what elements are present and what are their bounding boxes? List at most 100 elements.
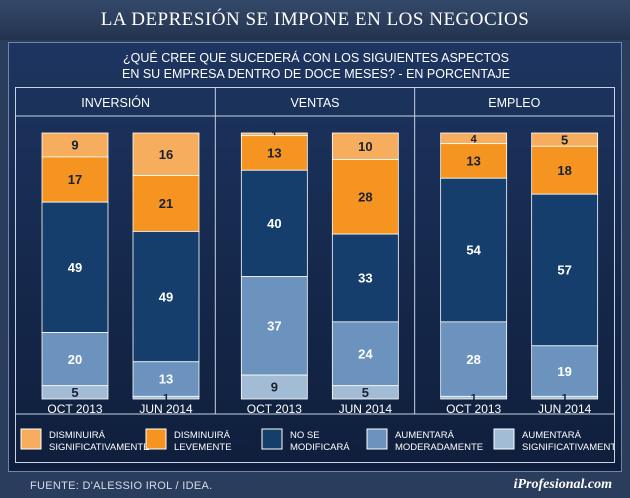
- data-label: 54: [466, 243, 481, 258]
- bar-segment-dis_lev: [240, 135, 308, 171]
- bar-segment-aum_mod: [41, 332, 109, 387]
- bar-oct-2013: 11340379OCT 2013: [240, 129, 308, 416]
- data-label: 24: [358, 346, 373, 361]
- legend-label-line-2: SIGNIFICATIVAMENTE: [49, 442, 149, 453]
- data-label: 16: [159, 147, 173, 162]
- bar-segment-aum_sig: [41, 385, 109, 400]
- category-label: OCT 2013: [47, 402, 102, 416]
- legend-label-line-1: DISMINUIRÁ: [49, 430, 106, 441]
- data-label: 20: [68, 352, 82, 367]
- brand-logo: iProfesional.com: [513, 477, 612, 492]
- legend-label-line-2: SIGNIFICATIVAMENTE: [522, 442, 614, 453]
- data-label: 1: [471, 393, 477, 405]
- data-label: 4: [471, 133, 478, 145]
- panel-title: VENTAS: [290, 96, 339, 110]
- data-label: 13: [267, 146, 281, 161]
- data-label: 40: [267, 216, 281, 231]
- bar-segment-aum_sig: [240, 374, 308, 400]
- bar-segment-aum_sig: [132, 395, 200, 400]
- page-title: LA DEPRESIÓN SE IMPONE EN LOS NEGOCIOS: [0, 0, 630, 40]
- data-label: 57: [557, 263, 571, 278]
- data-label: 1: [562, 393, 568, 405]
- data-label: 13: [159, 372, 173, 387]
- data-label: 5: [362, 385, 369, 400]
- legend-label-line-1: NO SE: [290, 430, 320, 441]
- data-label: 19: [557, 364, 571, 379]
- data-label: 49: [68, 260, 82, 275]
- category-label: JUN 2014: [538, 402, 592, 416]
- bar-jun-2014: 10 28 33 24 5 JUN 2014: [331, 132, 399, 416]
- bar-segment-aum_mod: [531, 345, 599, 397]
- bar-segment-aum_mod: [331, 321, 399, 387]
- source-note: FUENTE: D'ALESSIO IROL / IDEA.: [30, 480, 213, 492]
- bar-segment-aum_sig: [440, 395, 508, 400]
- legend-swatch: [145, 428, 167, 450]
- bar-segment-dis_lev: [331, 159, 399, 235]
- bar-segment-dis_lev: [531, 145, 599, 195]
- chart-question: ¿QUÉ CREE QUE SUCEDERÁ CON LOS SIGUIENTE…: [9, 50, 623, 82]
- bar-segment-no_mod: [331, 233, 399, 323]
- bar-segment-no_mod: [440, 177, 508, 323]
- data-label: 9: [271, 380, 278, 395]
- data-label: 18: [557, 163, 571, 178]
- category-label: JUN 2014: [139, 402, 193, 416]
- panel-title: INVERSIÓN: [81, 95, 150, 110]
- data-label: 28: [466, 352, 480, 367]
- data-label: 49: [159, 289, 173, 304]
- data-label: 9: [71, 138, 78, 153]
- panel-title: EMPLEO: [488, 96, 540, 110]
- data-label: 33: [358, 271, 372, 286]
- data-label: 17: [68, 172, 82, 187]
- bar-segment-dis_lev: [41, 156, 109, 203]
- legend-label-line-2: MODIFICARÁ: [290, 442, 350, 453]
- bar-segment-dis_lev: [440, 143, 508, 179]
- data-label: 21: [159, 196, 173, 211]
- category-label: OCT 2013: [446, 402, 501, 416]
- bar-segment-aum_mod: [240, 276, 308, 376]
- legend-swatch: [493, 428, 515, 450]
- legend-label-line-1: AUMENTARÁ: [522, 430, 582, 441]
- data-label: 1: [163, 393, 169, 405]
- chart-panel: ¿QUÉ CREE QUE SUCEDERÁ CON LOS SIGUIENTE…: [8, 42, 622, 472]
- chart-area: INVERSIÓN 9 17 49 20 5 OCT 2013 16 21 49 13 1 JUN 20…: [15, 87, 622, 463]
- legend-label-line-2: MODERADAMENTE: [395, 442, 483, 453]
- bar-segment-aum_mod: [440, 321, 508, 397]
- bar-segment-aum_sig: [331, 385, 399, 400]
- bar-segment-no_mod: [240, 169, 308, 278]
- bar-segment-no_mod: [531, 193, 599, 347]
- legend-swatch: [20, 428, 42, 450]
- bar-segment-dis_sig: [132, 132, 200, 176]
- legend-swatch: [366, 428, 388, 450]
- bar-segment-aum_sig: [531, 395, 599, 400]
- data-label: 5: [71, 385, 78, 400]
- data-label: 28: [358, 190, 372, 205]
- data-label: 5: [561, 132, 568, 147]
- legend-label-line-2: LEVEMENTE: [174, 442, 232, 453]
- category-label: JUN 2014: [339, 402, 393, 416]
- bar-segment-no_mod: [132, 231, 200, 363]
- data-label: 37: [267, 319, 281, 334]
- legend-swatch: [261, 428, 283, 450]
- data-label: 10: [358, 139, 372, 154]
- legend-label-line-1: DISMINUIRÁ: [174, 430, 231, 441]
- data-label: 13: [466, 154, 480, 169]
- bar-oct-2013: 9 17 49 20 5 OCT 2013: [41, 132, 109, 416]
- question-line-1: ¿QUÉ CREE QUE SUCEDERÁ CON LOS SIGUIENTE…: [123, 51, 509, 65]
- legend-label-line-1: AUMENTARÁ: [395, 430, 455, 441]
- question-line-2: EN SU EMPRESA DENTRO DE DOCE MESES? - EN…: [121, 67, 511, 81]
- bar-segment-dis_sig: [331, 132, 399, 161]
- category-label: OCT 2013: [247, 402, 302, 416]
